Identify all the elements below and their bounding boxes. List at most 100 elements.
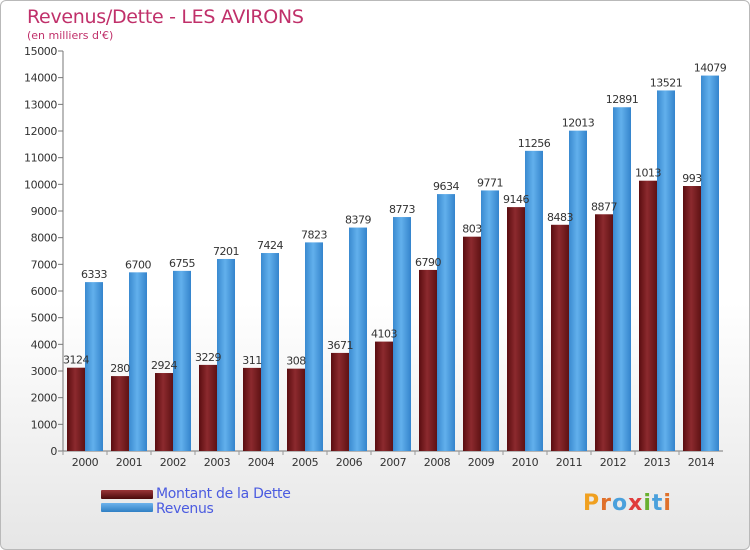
data-label-dette: 308 xyxy=(286,355,306,368)
data-label-revenus: 9634 xyxy=(433,180,459,193)
bar-revenus xyxy=(657,90,675,451)
bar-revenus xyxy=(261,253,279,451)
bar-dette xyxy=(683,186,701,451)
legend-swatch-dette xyxy=(101,490,153,499)
chart-subtitle: (en milliers d'€) xyxy=(27,29,114,42)
bar-dette xyxy=(639,180,657,451)
logo-letter: P xyxy=(583,491,601,516)
data-label-revenus: 7201 xyxy=(213,245,239,258)
bar-revenus xyxy=(613,107,631,452)
x-tick-label: 2001 xyxy=(116,456,142,469)
y-tick-label: 15000 xyxy=(24,45,57,58)
logo-letter: i xyxy=(663,491,672,516)
bar-revenus xyxy=(393,217,411,451)
legend-label-dette: Montant de la Dette xyxy=(156,486,291,502)
x-tick-label: 2009 xyxy=(468,456,495,469)
data-label-revenus: 13521 xyxy=(650,76,683,89)
y-tick-label: 10000 xyxy=(24,178,57,191)
bar-dette xyxy=(111,376,129,451)
bar-dette xyxy=(67,367,85,451)
data-label-dette: 311 xyxy=(242,354,262,367)
logo-letter: r xyxy=(600,491,612,516)
bar-dette xyxy=(463,236,481,451)
legend-swatch-revenus xyxy=(101,503,153,512)
x-tick-label: 2004 xyxy=(248,456,275,469)
data-label-revenus: 6700 xyxy=(125,258,151,271)
bar-revenus xyxy=(129,272,147,451)
y-tick-label: 6000 xyxy=(31,285,58,298)
y-tick-label: 11000 xyxy=(24,152,57,165)
bar-revenus xyxy=(305,242,323,451)
data-label-dette: 8483 xyxy=(547,211,573,224)
x-tick-label: 2007 xyxy=(380,456,407,469)
bar-revenus xyxy=(437,194,455,452)
x-tick-label: 2000 xyxy=(72,456,99,469)
x-tick-label: 2013 xyxy=(644,456,671,469)
data-label-revenus: 12013 xyxy=(562,117,595,130)
bar-revenus xyxy=(349,227,367,451)
y-tick-label: 3000 xyxy=(31,365,58,378)
legend-label-revenus: Revenus xyxy=(156,501,214,517)
data-label-dette: 4103 xyxy=(371,328,397,341)
bar-dette xyxy=(199,364,217,451)
bar-revenus xyxy=(85,282,103,451)
data-label-revenus: 7823 xyxy=(301,228,327,241)
bar-revenus xyxy=(481,190,499,451)
bar-dette xyxy=(287,368,305,451)
data-label-dette: 9146 xyxy=(503,193,529,206)
data-label-dette: 6790 xyxy=(415,256,441,269)
data-label-dette: 3229 xyxy=(195,351,221,364)
x-tick-label: 2008 xyxy=(424,456,451,469)
bar-dette xyxy=(551,224,569,451)
data-label-dette: 3671 xyxy=(327,339,353,352)
data-label-dette: 993 xyxy=(682,172,702,185)
x-tick-label: 2003 xyxy=(204,456,231,469)
bar-dette xyxy=(155,373,173,451)
logo-letter: i xyxy=(643,491,652,516)
bar-revenus xyxy=(173,270,191,451)
x-tick-label: 2010 xyxy=(512,456,539,469)
y-tick-label: 5000 xyxy=(31,312,58,325)
data-label-revenus: 6755 xyxy=(169,257,195,270)
x-tick-label: 2005 xyxy=(292,456,319,469)
data-label-revenus: 14079 xyxy=(694,62,727,75)
x-tick-label: 2011 xyxy=(556,456,582,469)
x-tick-label: 2002 xyxy=(160,456,186,469)
y-tick-label: 8000 xyxy=(31,232,58,245)
y-tick-label: 7000 xyxy=(31,258,58,271)
y-tick-label: 4000 xyxy=(31,338,58,351)
bar-dette xyxy=(375,341,393,451)
bar-revenus xyxy=(217,258,235,451)
y-tick-label: 1000 xyxy=(31,418,58,431)
bar-dette xyxy=(595,214,613,451)
y-tick-label: 9000 xyxy=(31,205,58,218)
y-tick-label: 0 xyxy=(50,445,57,458)
bar-dette xyxy=(507,207,525,451)
chart-title: Revenus/Dette - LES AVIRONS xyxy=(27,6,304,28)
x-tick-label: 2006 xyxy=(336,456,363,469)
data-label-revenus: 8773 xyxy=(389,203,415,216)
y-tick-label: 14000 xyxy=(24,72,57,85)
proxiti-logo: Proxiti xyxy=(583,491,672,516)
logo-letter: o xyxy=(611,491,629,516)
logo-letter: x xyxy=(628,491,644,516)
data-label-dette: 3124 xyxy=(63,354,89,367)
y-tick-label: 2000 xyxy=(31,392,58,405)
y-tick-label: 12000 xyxy=(24,125,57,138)
bar-dette xyxy=(419,269,437,451)
bar-revenus xyxy=(701,75,719,451)
data-label-revenus: 11256 xyxy=(518,137,551,150)
data-label-dette: 2924 xyxy=(151,359,177,372)
data-label-revenus: 6333 xyxy=(81,268,107,281)
data-label-dette: 8877 xyxy=(591,200,617,213)
bar-revenus xyxy=(525,150,543,451)
data-label-dette: 803 xyxy=(462,223,482,236)
bar-revenus xyxy=(569,130,587,452)
data-label-dette: 1013 xyxy=(635,167,661,180)
data-label-revenus: 12891 xyxy=(606,93,639,106)
data-label-revenus: 8379 xyxy=(345,214,371,227)
logo-letter: t xyxy=(651,491,664,516)
data-label-revenus: 7424 xyxy=(257,239,283,252)
